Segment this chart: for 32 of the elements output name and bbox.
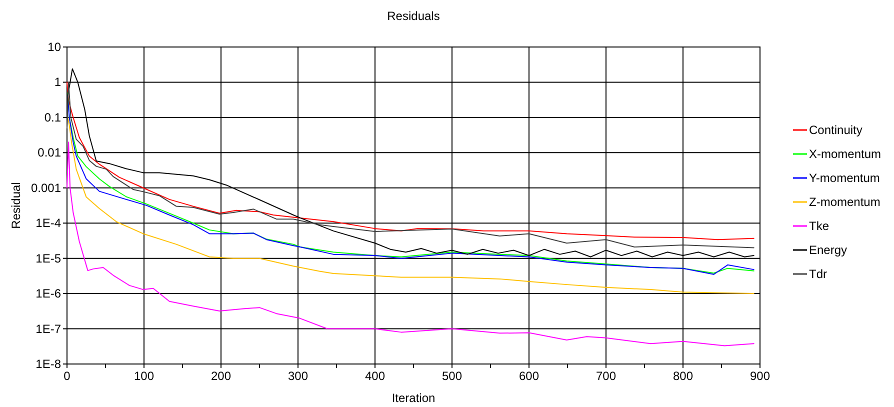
x-tick-label: 900 <box>750 369 770 383</box>
x-tick-label: 100 <box>134 369 154 383</box>
x-tick-label: 800 <box>672 369 694 383</box>
y-tick-label: 0.01 <box>38 146 62 160</box>
legend-label: Z-momentum <box>809 195 880 209</box>
x-tick-label: 600 <box>518 369 540 383</box>
legend-label: X-momentum <box>809 147 882 161</box>
line-series <box>66 142 754 346</box>
y-tick-label: 0.001 <box>30 180 62 195</box>
y-tick-label: 1E-8 <box>36 357 62 371</box>
x-tick-label: 400 <box>364 369 386 383</box>
y-tick-label: 1E-6 <box>36 286 62 301</box>
x-tick-label: 300 <box>288 369 308 383</box>
y-axis-title: Residual <box>9 182 23 229</box>
line-series <box>67 116 754 294</box>
y-tick-label: 1E-4 <box>36 216 62 230</box>
x-tick-label: 500 <box>442 369 462 383</box>
legend-label: Continuity <box>809 123 862 137</box>
y-tick-label: 10 <box>48 40 62 54</box>
legend-label: Tdr <box>809 267 828 281</box>
y-tick-label: 0.1 <box>44 110 62 124</box>
chart-title: Residuals <box>387 9 440 23</box>
legend-label: Tke <box>809 219 830 233</box>
legend-label: Y-momentum <box>809 171 880 185</box>
y-tick-label: 1E-7 <box>36 322 62 336</box>
x-tick-label: 200 <box>210 369 232 383</box>
legend-label: Energy <box>809 243 848 257</box>
x-axis-title: Iteration <box>392 391 436 405</box>
x-tick-label: 700 <box>596 369 616 383</box>
y-tick-label: 1 <box>54 75 62 90</box>
y-tick-label: 1E-5 <box>36 251 62 266</box>
x-tick-label: 0 <box>64 369 71 383</box>
